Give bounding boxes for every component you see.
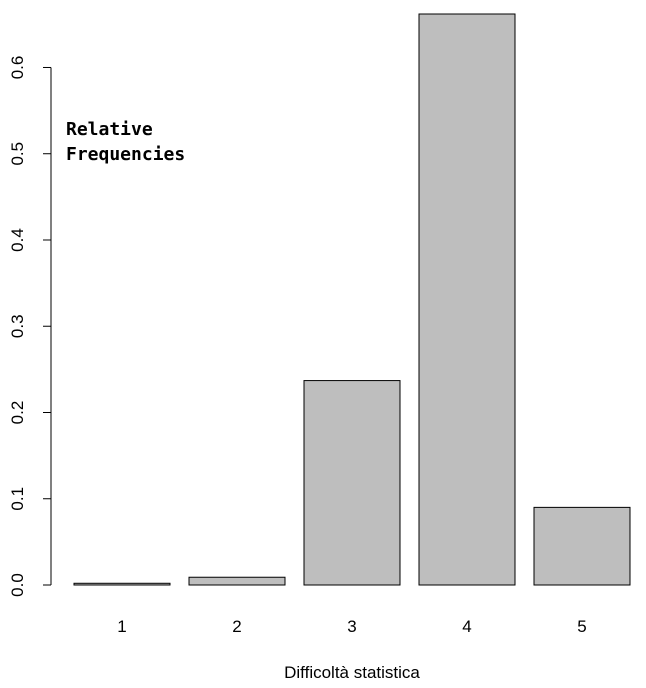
y-tick-label-0.2: 0.2 bbox=[8, 401, 27, 425]
y-tick-label-0.6: 0.6 bbox=[8, 56, 27, 80]
y-tick-label-0.0: 0.0 bbox=[8, 573, 27, 597]
bars-group bbox=[73, 13, 631, 586]
bar-2 bbox=[188, 576, 286, 586]
bar-1 bbox=[73, 582, 171, 586]
annotation-line-2: Frequencies bbox=[66, 144, 185, 165]
y-tick-label-0.3: 0.3 bbox=[8, 314, 27, 338]
x-tick-label-5: 5 bbox=[577, 617, 586, 636]
bar-5 bbox=[533, 506, 631, 586]
y-axis: 0.0 0.1 0.2 0.3 0.4 0.5 0.6 bbox=[8, 56, 52, 597]
x-axis-label: Difficoltà statistica bbox=[284, 663, 420, 682]
x-tick-label-3: 3 bbox=[347, 617, 356, 636]
y-tick-label-0.4: 0.4 bbox=[8, 228, 27, 252]
annotation-line-1: Relative bbox=[66, 119, 153, 140]
x-tick-label-2: 2 bbox=[232, 617, 241, 636]
x-tick-label-1: 1 bbox=[117, 617, 126, 636]
y-tick-label-0.5: 0.5 bbox=[8, 142, 27, 166]
y-tick-label-0.1: 0.1 bbox=[8, 487, 27, 511]
bar-3 bbox=[303, 380, 401, 586]
x-tick-labels: 1 2 3 4 5 bbox=[117, 617, 586, 636]
bar-4 bbox=[418, 13, 516, 586]
x-tick-label-4: 4 bbox=[462, 617, 471, 636]
